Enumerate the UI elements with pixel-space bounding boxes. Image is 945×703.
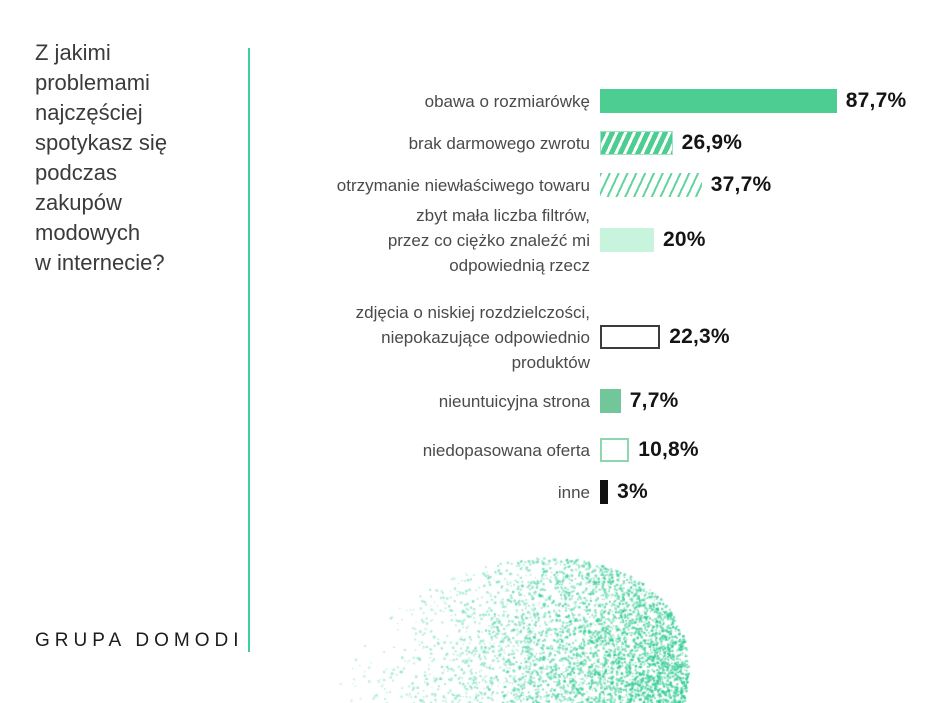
bar	[600, 325, 661, 349]
bar	[600, 389, 621, 413]
bar-value: 20%	[663, 228, 706, 251]
bar-label: obawa o rozmiarówkę	[424, 91, 590, 111]
chart-row: zbyt mała liczba filtrów, przez co ciężk…	[250, 203, 930, 277]
bar-value: 87,7%	[845, 89, 907, 112]
bar-label: otrzymanie niewłaściwego towaru	[336, 175, 590, 195]
chart-row: zdjęcia o niskiej rozdzielczości, niepok…	[250, 300, 930, 374]
bar-value: 10,8%	[638, 438, 699, 461]
chart-row: otrzymanie niewłaściwego towaru 37,7%	[250, 161, 930, 209]
survey-question: Z jakimi problemami najczęściej spotykas…	[35, 40, 168, 275]
bar	[600, 480, 609, 504]
chart-row: brak darmowego zwrotu 26,9%	[250, 119, 930, 167]
bar	[600, 89, 837, 113]
chart-row: nieuntuicyjna strona 7,7%	[250, 377, 930, 425]
bar-label: brak darmowego zwrotu	[408, 133, 590, 153]
vertical-divider	[248, 48, 250, 652]
brand-logo: GRUPA DOMODI	[35, 630, 244, 651]
bar	[600, 131, 673, 155]
bar-value: 22,3%	[669, 325, 730, 348]
bar-label: nieuntuicyjna strona	[438, 391, 590, 411]
bar-value: 26,9%	[681, 131, 743, 154]
bar-value: 3%	[617, 480, 648, 503]
bar-value: 7,7%	[629, 389, 679, 412]
chart-row: obawa o rozmiarówkę 87,7%	[250, 77, 930, 125]
bar	[600, 438, 630, 462]
bar-label: niedopasowana oferta	[422, 440, 590, 460]
bar-label: zdjęcia o niskiej rozdzielczości, niepok…	[355, 302, 590, 372]
bar-value: 37,7%	[710, 173, 772, 196]
chart-row: inne 3%	[250, 468, 930, 516]
bar-label: inne	[557, 482, 590, 502]
bar-label: zbyt mała liczba filtrów, przez co ciężk…	[387, 205, 590, 275]
bar	[600, 173, 702, 197]
chart-row: niedopasowana oferta 10,8%	[250, 426, 930, 474]
bar	[600, 228, 654, 252]
